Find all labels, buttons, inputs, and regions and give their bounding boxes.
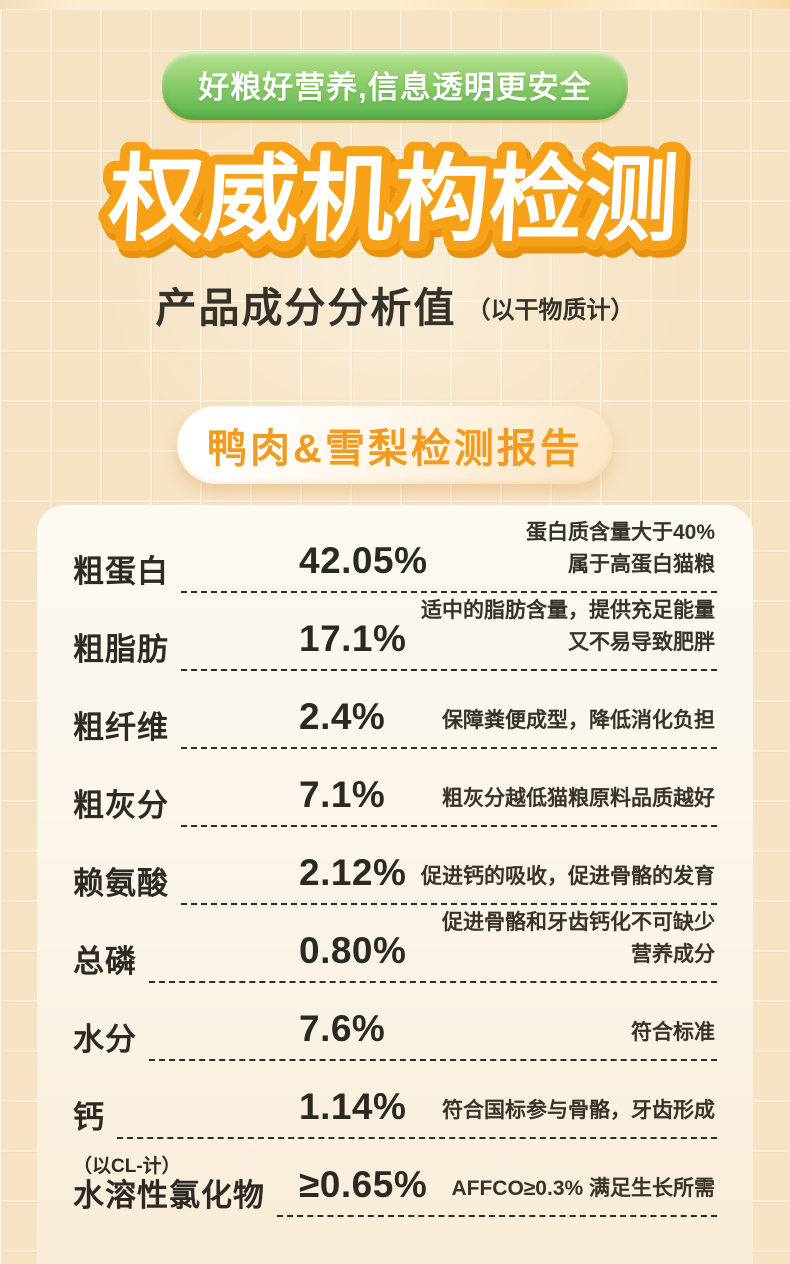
subtitle-note: （以干物质计） <box>466 296 635 324</box>
nutrient-desc: 促进骨骼和牙齿钙化不可缺少 营养成分 <box>442 911 715 966</box>
table-row: 粗灰分 7.1% 粗灰分越低猫粮原料品质越好 <box>73 749 717 827</box>
dashed-divider <box>181 669 717 671</box>
page-title: 权威机构检测 权威机构检测 <box>95 142 696 258</box>
nutrient-value: ≥0.65% <box>299 1164 428 1205</box>
nutrient-value: 7.1% <box>299 774 386 815</box>
table-row: 粗脂肪 17.1% 适中的脂肪含量，提供充足能量 又不易导致肥胖 <box>73 593 717 671</box>
page-title-text: 权威机构检测 <box>105 147 681 253</box>
nutrient-label-wrap: （以CL-计） 水溶性氯化物 <box>73 1156 277 1217</box>
table-row: 赖氨酸 2.12% 促进钙的吸收，促进骨骼的发育 <box>73 827 717 905</box>
top-section-divider <box>0 0 790 10</box>
dashed-divider <box>149 1059 717 1061</box>
nutrient-desc: 保障粪便成型，降低消化负担 <box>442 708 715 732</box>
dashed-divider <box>181 903 717 905</box>
report-pill-row: 鸭肉&雪梨检测报告 <box>0 406 790 484</box>
nutrition-table: 粗蛋白 42.05% 蛋白质含量大于40% 属于高蛋白猫粮 粗脂肪 17.1% … <box>73 515 717 1217</box>
nutrient-name: 粗蛋白 <box>73 554 169 590</box>
table-row: 钙 1.14% 符合国标参与骨骼，牙齿形成 <box>73 1061 717 1139</box>
dashed-divider <box>277 1215 717 1217</box>
nutrient-name: 总磷 <box>73 944 137 980</box>
nutrient-label-wrap: 粗纤维 <box>73 710 181 749</box>
nutrient-desc: 符合国标参与骨骼，牙齿形成 <box>442 1098 715 1122</box>
nutrient-name: 粗纤维 <box>73 710 169 746</box>
quality-badge: 好粮好营养,信息透明更安全 <box>162 51 628 120</box>
nutrition-card: 粗蛋白 42.05% 蛋白质含量大于40% 属于高蛋白猫粮 粗脂肪 17.1% … <box>37 505 753 1264</box>
table-row: 粗蛋白 42.05% 蛋白质含量大于40% 属于高蛋白猫粮 <box>73 515 717 593</box>
table-row: 总磷 0.80% 促进骨骼和牙齿钙化不可缺少 营养成分 <box>73 905 717 983</box>
table-row: 水分 7.6% 符合标准 <box>73 983 717 1061</box>
nutrient-name: 钙 <box>73 1100 105 1136</box>
nutrient-value: 42.05% <box>299 540 428 581</box>
nutrient-name: 粗灰分 <box>73 788 169 824</box>
table-row: 粗纤维 2.4% 保障粪便成型，降低消化负担 <box>73 671 717 749</box>
nutrient-value: 1.14% <box>299 1086 407 1127</box>
dashed-divider <box>181 591 717 593</box>
dashed-divider <box>117 1137 717 1139</box>
nutrient-sublabel: （以CL-计） <box>73 1155 181 1177</box>
page-title-shadow-text: 权威机构检测 <box>109 153 685 258</box>
nutrient-desc: 促进钙的吸收，促进骨骼的发育 <box>421 864 715 888</box>
nutrient-label-wrap: 粗脂肪 <box>73 632 181 671</box>
nutrient-label-wrap: 总磷 <box>73 944 149 983</box>
nutrient-label-wrap: 粗蛋白 <box>73 554 181 593</box>
nutrient-value: 0.80% <box>299 930 407 971</box>
subtitle-row: 产品成分分析值 （以干物质计） <box>0 274 790 334</box>
table-row: （以CL-计） 水溶性氯化物 ≥0.65% AFFCO≥0.3% 满足生长所需 <box>73 1139 717 1217</box>
nutrient-name: 水溶性氯化物 <box>73 1178 265 1214</box>
dashed-divider <box>149 981 717 983</box>
nutrient-value: 2.12% <box>299 852 407 893</box>
nutrient-value: 7.6% <box>299 1008 386 1049</box>
badge-row: 好粮好营养,信息透明更安全 <box>0 51 790 120</box>
nutrient-value: 17.1% <box>299 618 407 659</box>
nutrient-desc: 适中的脂肪含量，提供充足能量 又不易导致肥胖 <box>421 599 715 654</box>
nutrient-label-wrap: 钙 <box>73 1100 117 1139</box>
nutrient-name: 粗脂肪 <box>73 632 169 668</box>
dashed-divider <box>181 747 717 749</box>
nutrient-name: 水分 <box>73 1022 137 1058</box>
subtitle-text: 产品成分分析值 <box>155 285 457 331</box>
nutrient-desc: AFFCO≥0.3% 满足生长所需 <box>451 1176 715 1200</box>
nutrient-desc: 符合标准 <box>631 1020 715 1044</box>
nutrient-value: 2.4% <box>299 696 386 737</box>
nutrient-desc: 粗灰分越低猫粮原料品质越好 <box>442 786 715 810</box>
nutrient-label-wrap: 赖氨酸 <box>73 866 181 905</box>
nutrient-label-wrap: 水分 <box>73 1022 149 1061</box>
nutrient-desc: 蛋白质含量大于40% 属于高蛋白猫粮 <box>525 521 715 576</box>
nutrient-label-wrap: 粗灰分 <box>73 788 181 827</box>
dashed-divider <box>181 825 717 827</box>
nutrient-name: 赖氨酸 <box>73 866 169 902</box>
report-title-pill: 鸭肉&雪梨检测报告 <box>177 406 613 484</box>
title-row: 权威机构检测 权威机构检测 <box>0 142 790 258</box>
